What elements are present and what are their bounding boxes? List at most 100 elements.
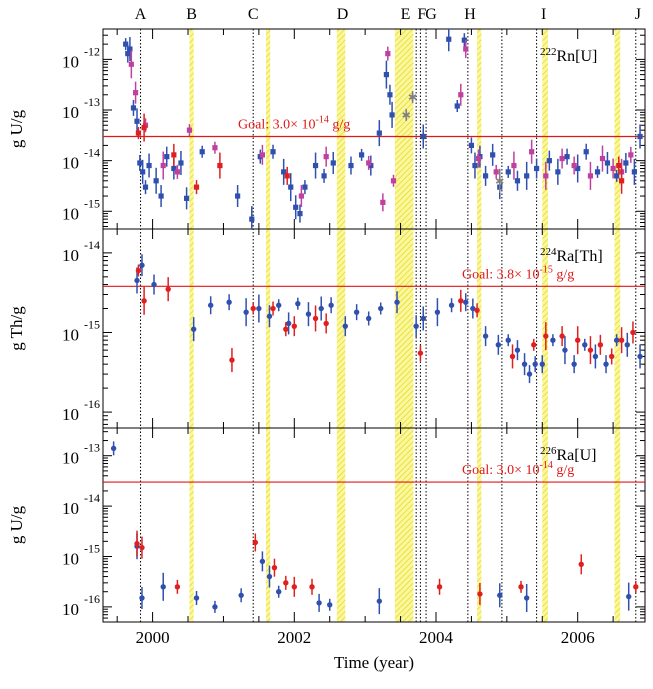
y-tick-label: 10	[62, 499, 79, 518]
data-point	[518, 584, 524, 590]
data-point: ✱	[495, 175, 504, 188]
data-point	[521, 361, 528, 367]
data-point	[578, 561, 584, 567]
data-point	[353, 309, 360, 315]
data-point	[458, 92, 464, 98]
data-point	[135, 130, 142, 136]
event-label: G	[425, 6, 437, 23]
data-point	[365, 315, 372, 322]
data-point	[531, 342, 537, 348]
y-tick-exponent: -16	[84, 397, 100, 411]
shutdown-band	[394, 29, 414, 622]
data-point	[523, 595, 530, 601]
data-point	[604, 160, 611, 166]
y-axis-label: g U/g	[7, 505, 26, 544]
data-point	[546, 158, 552, 164]
data-point	[318, 305, 324, 312]
data-point	[235, 193, 241, 199]
data-point	[160, 584, 166, 590]
data-point	[276, 302, 282, 308]
data-point	[174, 584, 181, 590]
data-point	[312, 162, 319, 169]
data-point	[413, 323, 419, 329]
data-point	[532, 361, 538, 367]
data-point	[543, 333, 549, 339]
y-tick-exponent: -15	[84, 196, 100, 210]
data-point	[495, 342, 502, 348]
data-point: ✱	[402, 109, 411, 122]
data-point	[463, 46, 469, 52]
data-point	[609, 353, 615, 360]
data-point	[587, 347, 594, 353]
data-point	[137, 160, 143, 166]
data-point	[193, 595, 200, 601]
data-point	[302, 184, 308, 190]
data-point	[420, 133, 426, 140]
data-point	[327, 602, 333, 608]
data-point	[497, 592, 503, 598]
data-point	[514, 178, 521, 184]
shutdown-band	[614, 29, 621, 622]
data-point	[613, 337, 620, 343]
data-point	[555, 169, 561, 175]
y-tick-exponent: -14	[84, 146, 100, 160]
data-point	[348, 162, 354, 169]
data-point	[505, 337, 511, 343]
data-point	[594, 169, 601, 175]
y-tick-label: 10	[62, 405, 79, 424]
data-point	[461, 37, 467, 43]
data-point	[284, 173, 290, 179]
data-point	[184, 195, 190, 201]
y-tick-exponent: -13	[84, 95, 100, 109]
data-point	[514, 347, 521, 353]
data-point	[559, 333, 565, 339]
data-point	[559, 155, 565, 162]
data-point	[366, 160, 372, 166]
data-point	[226, 299, 232, 305]
data-point	[283, 326, 289, 332]
data-point	[134, 540, 140, 547]
data-point	[394, 299, 400, 305]
data-point	[637, 353, 643, 360]
data-point	[342, 323, 349, 329]
data-point	[583, 149, 589, 155]
data-point	[134, 277, 140, 284]
data-point	[571, 162, 577, 169]
data-point	[597, 342, 604, 348]
data-point	[238, 592, 244, 598]
data-point	[631, 169, 637, 175]
panel-title: 224Ra[Th]	[540, 246, 603, 265]
data-point	[482, 173, 489, 179]
data-point	[628, 152, 634, 158]
event-lines	[140, 29, 637, 622]
data-point	[243, 309, 249, 315]
data-point	[385, 51, 391, 57]
data-point	[281, 169, 287, 175]
data-point	[383, 72, 389, 78]
y-tick-label: 10	[62, 103, 79, 122]
event-label: C	[248, 6, 259, 23]
goal-label: Goal: 3.8× 10-15 g/g	[462, 264, 574, 282]
y-tick-exponent: -13	[84, 441, 100, 455]
data-point	[130, 105, 137, 111]
data-point	[190, 326, 197, 332]
data-point	[139, 544, 145, 551]
x-tick-label: 2004	[419, 628, 454, 647]
data-point	[630, 329, 636, 336]
data-point	[283, 580, 289, 586]
data-point	[616, 162, 622, 169]
data-point	[298, 193, 304, 199]
shutdown-band	[189, 29, 194, 622]
data-point	[171, 165, 177, 172]
data-point	[475, 155, 482, 162]
data-point	[582, 342, 588, 348]
data-point	[288, 184, 294, 190]
data-point	[164, 154, 170, 160]
panel-frame	[102, 427, 646, 623]
data-point	[309, 584, 315, 590]
data-point	[135, 267, 142, 274]
data-point	[529, 149, 535, 155]
data-point	[141, 298, 147, 304]
x-tick-label: 2006	[561, 628, 595, 647]
data-point	[359, 152, 365, 158]
